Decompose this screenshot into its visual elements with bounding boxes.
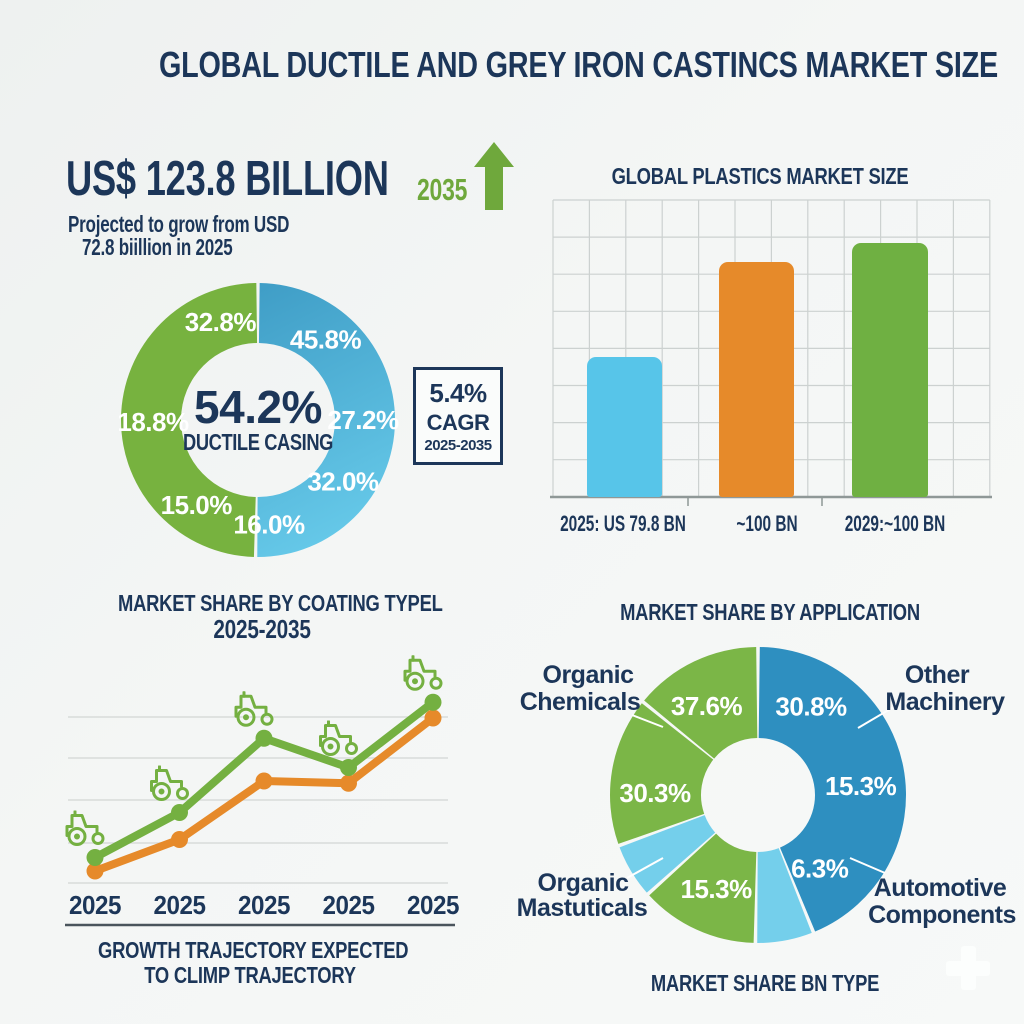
ductile-castings-point xyxy=(255,729,273,747)
ductile-castings-point xyxy=(424,693,442,711)
hero-year: 2035 xyxy=(417,172,468,207)
ductile-castings-point xyxy=(86,849,104,866)
coating-donut-percent-label: 45.8% xyxy=(290,325,362,355)
coating-donut-center-value: 54.2% xyxy=(194,381,322,433)
grey-castings-point xyxy=(171,831,188,848)
coating-donut-segment xyxy=(257,283,395,557)
tractor-icon xyxy=(319,720,358,756)
application-donut-leader-line xyxy=(626,857,664,879)
coating-title-line2: 2025-2035 xyxy=(213,614,311,644)
hero-headline: US$ 123.8 BILLION xyxy=(66,152,389,206)
application-donut-segment xyxy=(757,848,812,943)
coating-donut-percent-label: 32.8% xyxy=(185,307,257,337)
tractor-icon xyxy=(234,691,274,727)
coating-donut-percent-label: 15.0% xyxy=(161,490,233,520)
cagr-value: 5.4% xyxy=(429,378,487,408)
growth-caption-line2: TO CLIMP TRAJECTORY xyxy=(144,962,356,988)
application-donut-percent-label: 15.3% xyxy=(680,874,752,904)
x-axis-label: 2025 xyxy=(154,890,206,920)
hero-subtitle-line2: 72.8 biillion in 2025 xyxy=(82,234,233,260)
application-donut-percent-label: 30.8% xyxy=(775,692,847,722)
application-donut-callout-label: Machinery xyxy=(885,688,1005,716)
tractor-icon xyxy=(65,810,105,846)
bar-category-label: 2029:~100 BN xyxy=(844,511,946,536)
cagr-box: 5.4% CAGR 2025-2035 xyxy=(413,367,503,465)
bar-3 xyxy=(852,243,928,497)
grey-castings-point xyxy=(340,774,357,792)
bar-chart-title: GLOBAL PLASTICS MARKET SIZE xyxy=(611,163,909,189)
bar-category-label: 2025: US 79.8 BN xyxy=(560,511,686,536)
coating-donut-percent-label: 27.2% xyxy=(327,405,399,435)
application-donut-callout-label: Organic xyxy=(543,661,635,689)
coating-title-line1: MARKET SHARE BY COATING TYPEL xyxy=(118,590,443,616)
application-donut-segment xyxy=(619,815,716,893)
x-axis-label: 2025 xyxy=(407,890,459,920)
application-title: MARKET SHARE BY APPLICATION xyxy=(620,599,920,625)
grey-castings-point xyxy=(86,862,104,880)
up-arrow-icon xyxy=(474,142,514,210)
application-donut-segment xyxy=(758,647,907,932)
growth-line-chart: 2025 2025 2025 2025 2025 xyxy=(65,655,460,927)
application-donut-percent-label: 15.3% xyxy=(825,771,897,801)
application-donut-leader-line xyxy=(849,857,886,874)
x-axis-label: 2025 xyxy=(238,890,290,920)
bar-1 xyxy=(587,357,662,497)
application-donut-percent-label: 37.6% xyxy=(671,691,743,721)
x-axis-label: 2025 xyxy=(69,890,121,920)
application-donut-callout-label: Chemicals xyxy=(520,688,641,716)
bar-chart: 2025: US 79.8 BN ~100 BN 2029:~100 BN xyxy=(540,158,1000,553)
cagr-range: 2025-2035 xyxy=(424,437,492,454)
application-donut-leader-line xyxy=(631,714,664,728)
hero-subtitle-line1: Projected to grow from USD xyxy=(68,211,290,237)
tractor-icon xyxy=(403,655,443,691)
tractor-icon xyxy=(150,765,189,801)
application-donut-callout-label: Organic xyxy=(538,869,630,897)
coating-donut-center-label: DUCTILE CASING xyxy=(183,429,333,455)
application-donut-leader-line xyxy=(857,704,898,729)
application-donut-callout-label: Components xyxy=(868,901,1016,929)
growth-caption-line1: GROWTH TRAJECTORY EXPECTED xyxy=(98,937,409,963)
application-donut-segment xyxy=(644,647,758,759)
application-donut-callout-label: Other xyxy=(905,661,970,689)
coating-donut-chart: 45.8% 27.2% 32.0%16.0%15.0% 18.8% 32.8% 54.2%… xyxy=(117,283,399,557)
page-title: GLOBAL DUCTILE AND GREY IRON CASTINCS MA… xyxy=(159,44,998,85)
coating-donut-segment xyxy=(121,283,258,557)
coating-donut-percent-label: 18.8% xyxy=(117,407,189,437)
grey-castings-point xyxy=(424,709,442,727)
cagr-label: CAGR xyxy=(426,410,490,435)
grey-castings-point xyxy=(255,772,273,790)
application-footer: MARKET SHARE BN TYPE xyxy=(650,970,880,996)
application-donut-chart: 30.8%15.3%6.3%15.3%30.3%37.6%OrganicChem… xyxy=(517,647,1016,943)
coating-donut-percent-label: 32.0% xyxy=(307,467,379,497)
x-axis-label: 2025 xyxy=(323,890,375,920)
bar-2 xyxy=(719,262,794,497)
ductile-castings-point xyxy=(171,804,188,821)
application-donut-segment xyxy=(649,833,757,943)
application-donut-callout-label: Mastuticals xyxy=(517,894,648,922)
coating-donut-percent-label: 16.0% xyxy=(233,509,305,539)
application-donut-segment xyxy=(610,703,714,844)
application-donut-percent-label: 30.3% xyxy=(619,778,691,808)
bar-category-label: ~100 BN xyxy=(736,511,798,536)
application-donut-percent-label: 6.3% xyxy=(791,854,849,884)
application-donut-callout-label: Automotive xyxy=(874,874,1007,902)
ductile-castings-point xyxy=(340,759,357,776)
